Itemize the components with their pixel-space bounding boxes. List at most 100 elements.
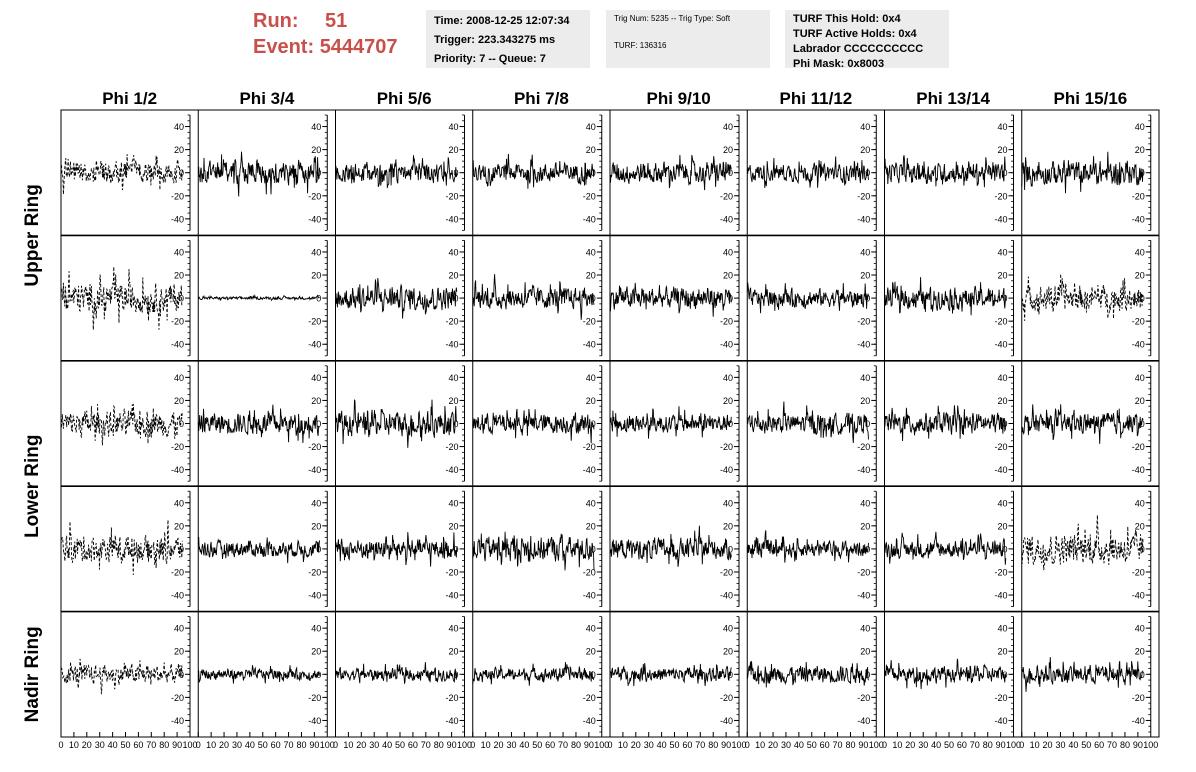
y-tick-label: -20 (171, 567, 184, 577)
x-tick-label: 70 (284, 740, 294, 750)
column-title: Phi 3/4 (239, 89, 294, 108)
waveform-trace (335, 532, 458, 567)
y-tick-label: 0 (179, 670, 184, 680)
x-tick-label: 10 (481, 740, 491, 750)
y-tick-label: 0 (316, 419, 321, 429)
y-tick-label: 40 (586, 373, 596, 383)
column-title: Phi 1/2 (102, 89, 157, 108)
waveform-trace (60, 658, 183, 695)
trigger-text: Trigger: 223.343275 ms (434, 34, 556, 46)
y-tick-label: -40 (857, 340, 870, 350)
y-tick-label: -20 (171, 317, 184, 327)
y-tick-label: 40 (311, 498, 321, 508)
x-tick-label: 40 (108, 740, 118, 750)
y-tick-label: 20 (586, 521, 596, 531)
y-tick-label: 20 (174, 145, 184, 155)
y-tick-label: -20 (720, 567, 733, 577)
waveform-trace (60, 266, 183, 330)
y-tick-label: 20 (860, 647, 870, 657)
y-tick-label: 20 (860, 396, 870, 406)
turf-this-hold-text: TURF This Hold: 0x4 (793, 13, 901, 25)
y-tick-label: -40 (445, 214, 458, 224)
waveform-trace (746, 282, 869, 314)
waveform-trace (335, 399, 458, 448)
y-tick-label: -20 (445, 191, 458, 201)
y-tick-label: -40 (994, 591, 1007, 601)
x-tick-label: 80 (571, 740, 581, 750)
x-tick-label: 30 (644, 740, 654, 750)
x-tick-label: 10 (69, 740, 79, 750)
y-tick-label: -20 (857, 567, 870, 577)
waveform-trace (197, 665, 320, 684)
x-tick-label: 70 (833, 740, 843, 750)
x-tick-label: 50 (258, 740, 268, 750)
x-tick-label: 90 (721, 740, 731, 750)
y-tick-label: -40 (1132, 465, 1145, 475)
x-tick-label: 90 (447, 740, 457, 750)
y-tick-label: -40 (720, 214, 733, 224)
trigger-info-box: Trig Num: 5235 -- Trig Type: Soft TURF: … (606, 10, 770, 68)
ring-label: Nadir Ring (22, 626, 43, 722)
x-tick-label: 0 (882, 740, 887, 750)
y-tick-label: 20 (723, 521, 733, 531)
y-tick-label: 20 (174, 647, 184, 657)
x-tick-label: 60 (133, 740, 143, 750)
ring-label: Upper Ring (22, 184, 43, 286)
x-tick-label: 70 (695, 740, 705, 750)
y-tick-label: 40 (586, 247, 596, 257)
x-tick-label: 10 (892, 740, 902, 750)
x-tick-label: 20 (905, 740, 915, 750)
y-tick-label: 40 (311, 247, 321, 257)
waveform-trace (746, 530, 869, 563)
x-tick-label: 100 (731, 740, 746, 750)
x-tick-label: 30 (1055, 740, 1065, 750)
waveform-trace (884, 405, 1007, 442)
x-tick-label: 90 (1133, 740, 1143, 750)
y-tick-label: -40 (583, 340, 596, 350)
y-tick-label: 40 (1135, 498, 1145, 508)
x-tick-label: 100 (182, 740, 197, 750)
y-tick-label: 20 (311, 271, 321, 281)
y-tick-label: 20 (448, 521, 458, 531)
waveform-trace (335, 155, 458, 189)
waveform-trace (609, 525, 732, 567)
y-tick-label: -20 (1132, 442, 1145, 452)
y-tick-label: 40 (448, 498, 458, 508)
waveform-trace (884, 155, 1006, 188)
x-tick-label: 40 (794, 740, 804, 750)
x-tick-label: 60 (408, 740, 418, 750)
x-tick-label: 80 (708, 740, 718, 750)
y-tick-label: 0 (1140, 419, 1145, 429)
y-tick-label: 20 (174, 271, 184, 281)
y-tick-label: -20 (445, 317, 458, 327)
x-tick-label: 40 (245, 740, 255, 750)
y-tick-label: -40 (1132, 340, 1145, 350)
x-tick-label: 50 (395, 740, 405, 750)
y-tick-label: -40 (308, 214, 321, 224)
y-tick-label: 40 (723, 247, 733, 257)
run-label: Run: (253, 10, 299, 32)
waveform-trace (472, 531, 595, 571)
y-tick-label: 20 (586, 145, 596, 155)
y-tick-label: -20 (583, 567, 596, 577)
x-tick-label: 50 (532, 740, 542, 750)
x-tick-label: 80 (983, 740, 993, 750)
y-tick-label: -20 (1132, 693, 1145, 703)
x-tick-label: 50 (669, 740, 679, 750)
y-tick-label: 40 (997, 247, 1007, 257)
y-tick-label: 40 (174, 247, 184, 257)
y-tick-label: 40 (586, 122, 596, 132)
y-tick-label: 40 (997, 122, 1007, 132)
waveform-trace (197, 293, 320, 302)
waveform-trace (197, 536, 320, 564)
y-tick-label: 40 (311, 122, 321, 132)
x-tick-label: 80 (845, 740, 855, 750)
waveform-trace (1021, 273, 1144, 321)
y-tick-label: -40 (720, 591, 733, 601)
y-tick-label: 20 (997, 521, 1007, 531)
y-tick-label: -20 (171, 442, 184, 452)
x-tick-label: 60 (820, 740, 830, 750)
y-tick-label: -40 (171, 340, 184, 350)
y-tick-label: 20 (586, 271, 596, 281)
